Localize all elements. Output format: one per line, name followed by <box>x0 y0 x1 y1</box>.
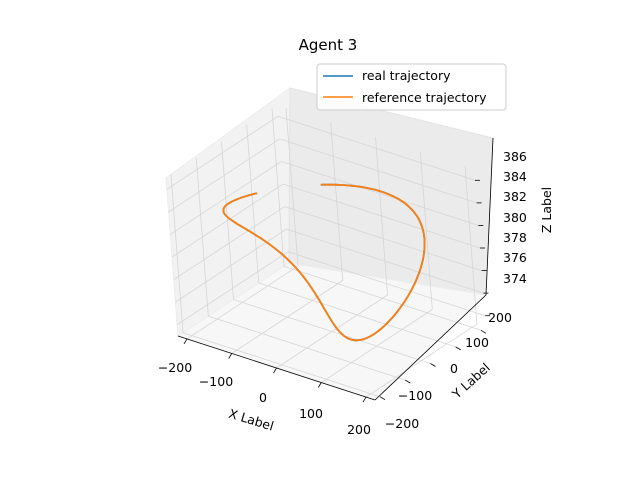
x-tick-label: 100 <box>299 406 323 421</box>
grid-line-z <box>168 138 280 213</box>
x-axis-label: X Label <box>227 406 276 434</box>
y-tick <box>405 379 411 384</box>
grid-line-y <box>283 265 482 331</box>
y-tick-label: −200 <box>385 416 419 431</box>
z-tick-label: 378 <box>503 230 527 245</box>
z-axis-line <box>485 137 494 296</box>
z-tick-label: 386 <box>503 149 527 164</box>
z-axis-label: Z Label <box>539 187 554 233</box>
y-tick <box>480 329 487 334</box>
grid-line-y <box>233 299 431 364</box>
grid-line-y <box>208 315 406 381</box>
z-tick-label: 384 <box>503 169 527 184</box>
grid-line-y <box>258 282 456 348</box>
series-group <box>222 183 426 342</box>
x-tick <box>228 353 233 359</box>
x-tick <box>362 396 367 403</box>
legend-label-real: real trajectory <box>362 68 451 83</box>
ticks <box>183 179 491 403</box>
grid-line-z <box>286 228 484 294</box>
legend-box <box>316 63 507 111</box>
y-tick-label: 0 <box>450 361 458 376</box>
z-tick-label: 380 <box>503 210 527 225</box>
legend: real trajectory reference trajectory <box>316 63 507 111</box>
grid <box>166 107 486 398</box>
x-tick <box>183 338 188 345</box>
x-tick <box>317 382 322 388</box>
grid-line-z <box>277 115 476 181</box>
grid-line-z <box>287 251 486 317</box>
grid-line-z <box>176 251 289 326</box>
y-tick <box>455 346 461 351</box>
y-axis-line <box>374 294 487 401</box>
series-line-reference <box>222 183 426 342</box>
grid-line-z <box>175 228 287 303</box>
y-tick <box>379 396 386 401</box>
grid-line-z <box>171 183 284 258</box>
grid-line-z <box>281 161 479 226</box>
x-tick-label: 0 <box>259 390 267 405</box>
x-tick-label: −100 <box>199 374 233 389</box>
x-tick-label: 200 <box>347 422 371 437</box>
y-tick-label: −100 <box>398 388 432 403</box>
grid-line-z <box>170 161 282 235</box>
y-tick-label: 200 <box>488 310 512 325</box>
chart-title: Agent 3 <box>299 36 358 54</box>
z-tick-label: 382 <box>503 189 527 204</box>
x-tick-label: −200 <box>158 360 192 375</box>
grid-line-z <box>173 206 285 280</box>
grid-line-y <box>182 332 381 398</box>
z-tick-label: 376 <box>503 250 527 265</box>
legend-label-reference: reference trajectory <box>362 90 487 105</box>
x-tick <box>273 367 277 374</box>
z-tick-label: 374 <box>503 271 527 286</box>
grid-line-z <box>166 115 279 190</box>
grid-line-z <box>279 138 477 204</box>
grid-line-z <box>284 206 482 271</box>
y-tick <box>430 363 436 367</box>
y-tick-label: 100 <box>465 335 489 350</box>
grid-line-z <box>282 183 481 249</box>
